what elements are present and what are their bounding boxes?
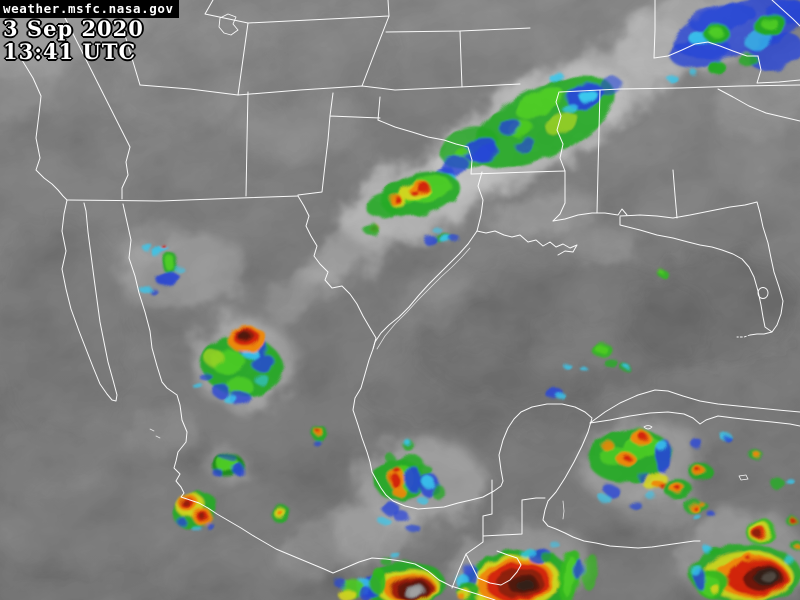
- cuba-south-coast: [589, 411, 800, 427]
- belize-cays: [562, 500, 565, 520]
- lake-okeechobee: [757, 287, 769, 299]
- red-river-border: [377, 119, 469, 148]
- virginia-borders: [756, 55, 800, 84]
- great-salt-lake: [218, 13, 239, 36]
- colorado-kansas-border: [361, 15, 390, 87]
- utah-colorado-border: [237, 22, 249, 96]
- colorado-north-border: [247, 0, 390, 24]
- gulf-coast-east: [552, 208, 628, 222]
- cuba-north-coast: [589, 389, 800, 424]
- kansas-missouri-border: [459, 30, 463, 88]
- illinois-indiana-border: [653, 0, 656, 59]
- tennessee-south-border: [559, 84, 800, 93]
- mississippi-alabama-border: [596, 89, 601, 214]
- us-mexico-border: [66, 195, 299, 202]
- mississippi-river-lower: [555, 91, 566, 172]
- yucatan-peninsula: [498, 403, 701, 549]
- utah-wyoming-border: [204, 0, 249, 24]
- carolinas-border: [717, 88, 800, 122]
- boundary-layer: [21, 0, 800, 600]
- california-nevada-border: [59, 7, 131, 200]
- texas-barrier-islands: [376, 247, 471, 350]
- alabama-georgia-border: [672, 169, 678, 219]
- rio-grande: [297, 195, 377, 350]
- mexico-pacific-coast: [122, 203, 496, 600]
- florida: [619, 201, 784, 336]
- thirty-seventh-parallel: [139, 83, 521, 96]
- louisiana-mississippi-border: [552, 170, 566, 222]
- texas-coast: [372, 230, 478, 350]
- tres-marias-islands: [149, 428, 161, 439]
- california-coast: [21, 59, 68, 201]
- texas-louisiana-border: [476, 171, 484, 232]
- arkansas-borders: [467, 146, 566, 175]
- oklahoma-panhandle: [327, 92, 381, 141]
- isle-of-youth: [643, 425, 653, 430]
- new-mexico-texas-border: [297, 139, 329, 196]
- baja-california: [61, 199, 118, 402]
- ohio-river: [653, 41, 759, 59]
- mexico-gulf-coast: [352, 348, 504, 510]
- arizona-new-mexico-border: [245, 91, 249, 197]
- louisiana-coast-delta: [476, 230, 578, 256]
- florida-keys: [736, 334, 751, 338]
- jamaica: [738, 474, 749, 481]
- atlantic-coast-northeast: [771, 0, 800, 27]
- guatemala-honduras-borders: [451, 479, 546, 589]
